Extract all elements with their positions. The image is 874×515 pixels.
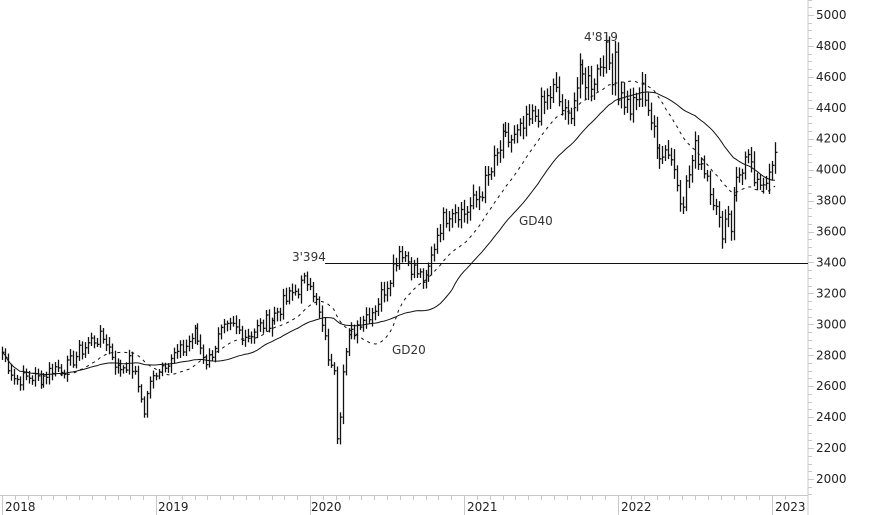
y-tick-label: 2800 xyxy=(816,348,847,362)
y-tick-label: 4600 xyxy=(816,70,847,84)
y-tick-label: 4200 xyxy=(816,132,847,146)
x-tick-label: 2021 xyxy=(467,500,498,514)
y-tick-label: 3600 xyxy=(816,225,847,239)
annotation-3394: 3'394 xyxy=(292,250,326,264)
annotation-4819: 4'819 xyxy=(584,30,618,44)
y-tick-label: 3800 xyxy=(816,194,847,208)
y-tick-label: 3400 xyxy=(816,255,847,269)
x-tick-label: 2022 xyxy=(621,500,652,514)
x-axis: 2018 2019 2020 2021 2022 2023 xyxy=(0,495,808,515)
label-gd40: GD40 xyxy=(519,214,553,228)
y-tick-label: 3000 xyxy=(816,317,847,331)
y-tick-label: 4400 xyxy=(816,101,847,115)
y-tick-label: 5000 xyxy=(816,8,847,22)
x-tick-label: 2020 xyxy=(311,500,342,514)
x-tick-label: 2023 xyxy=(775,500,806,514)
x-tick-label: 2018 xyxy=(5,500,36,514)
gd40-line xyxy=(1,91,776,376)
x-tick-label: 2019 xyxy=(158,500,189,514)
y-tick-label: 2600 xyxy=(816,379,847,393)
y-tick-label: 2000 xyxy=(816,472,847,486)
y-tick-label: 3200 xyxy=(816,286,847,300)
price-bars xyxy=(1,34,778,445)
y-tick-label: 2200 xyxy=(816,441,847,455)
gd20-line xyxy=(25,80,776,376)
y-tick-label: 2400 xyxy=(816,410,847,424)
y-tick-label: 4000 xyxy=(816,163,847,177)
y-tick-label: 4800 xyxy=(816,39,847,53)
y-axis: 2000 2200 2400 2600 2800 3000 3200 3400 3600 3800… xyxy=(807,0,847,515)
label-gd20: GD20 xyxy=(392,343,426,357)
